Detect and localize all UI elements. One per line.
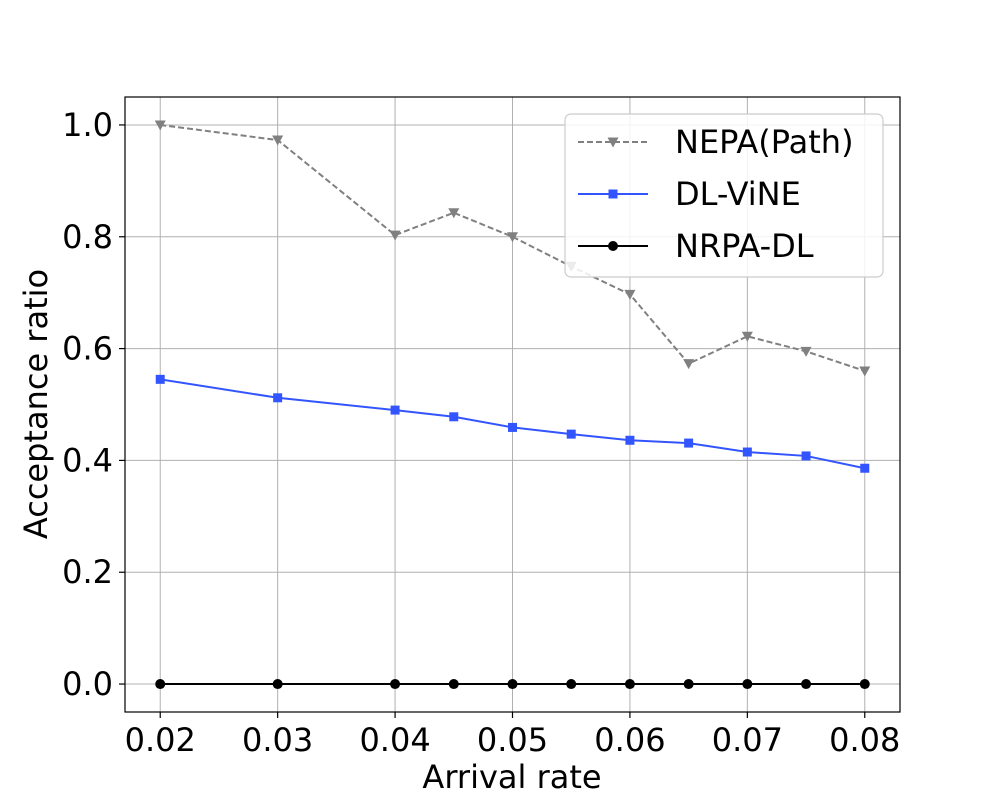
data-point	[566, 429, 576, 439]
legend-label: NRPA-DL	[675, 227, 814, 265]
data-point	[859, 679, 870, 690]
data-point	[801, 451, 811, 461]
data-point	[449, 412, 459, 422]
x-tick-label: 0.08	[829, 721, 900, 759]
data-point	[155, 679, 166, 690]
data-point	[448, 679, 459, 690]
x-tick-label: 0.04	[359, 721, 430, 759]
legend-marker	[608, 189, 618, 199]
legend: NEPA(Path) DL-ViNE NRPA-DL	[564, 113, 884, 278]
data-point	[448, 208, 460, 219]
data-point	[507, 679, 518, 690]
data-point	[566, 679, 577, 690]
y-tick-label: 0.4	[62, 441, 113, 479]
data-point	[800, 346, 812, 357]
x-tick-label: 0.07	[712, 721, 783, 759]
data-point	[684, 438, 694, 448]
legend-item-nrpa-dl: NRPA-DL	[578, 227, 814, 265]
data-point	[624, 289, 636, 300]
data-point	[390, 679, 401, 690]
x-tick-label: 0.03	[242, 721, 313, 759]
data-point	[741, 331, 753, 342]
data-point	[683, 679, 694, 690]
data-point	[624, 679, 635, 690]
data-point	[859, 366, 871, 377]
legend-item-nepa-path: NEPA(Path)	[578, 123, 854, 161]
x-tick-label: 0.02	[125, 721, 196, 759]
y-tick-label: 0.2	[62, 553, 113, 591]
legend-label: DL-ViNE	[675, 175, 801, 213]
legend-marker	[607, 137, 619, 148]
y-tick-label: 0.0	[62, 665, 113, 703]
series-nrpa-dl	[155, 679, 870, 690]
data-point	[272, 135, 284, 146]
data-point	[154, 120, 166, 131]
data-point	[273, 393, 283, 403]
data-point	[389, 230, 401, 241]
y-axis-title: Acceptance ratio	[17, 269, 55, 539]
legend-item-dl-vine: DL-ViNE	[578, 175, 801, 213]
x-tick-label: 0.05	[477, 721, 548, 759]
legend-label: NEPA(Path)	[675, 123, 854, 161]
x-axis-title: Arrival rate	[422, 758, 601, 796]
data-point	[155, 374, 165, 384]
legend-marker	[608, 241, 618, 251]
data-point	[272, 679, 283, 690]
data-point	[742, 679, 753, 690]
legend-box	[564, 113, 884, 278]
data-point	[507, 232, 518, 243]
series-dl-vine	[155, 374, 870, 473]
y-tick-label: 0.6	[62, 330, 113, 368]
data-point	[801, 679, 812, 690]
data-point	[860, 463, 870, 473]
data-point	[390, 405, 400, 415]
data-point	[625, 435, 635, 445]
data-point	[508, 422, 517, 432]
y-tick-label: 0.8	[62, 218, 113, 256]
x-tick-label: 0.06	[594, 721, 665, 759]
data-point	[742, 447, 752, 457]
data-point	[683, 359, 695, 370]
y-tick-label: 1.0	[62, 106, 113, 144]
axis-ticks: 0.02 0.03 0.04 0.05 0.06 0.07 0.08 0.0 0.2 0.4 0.6…	[62, 106, 900, 759]
